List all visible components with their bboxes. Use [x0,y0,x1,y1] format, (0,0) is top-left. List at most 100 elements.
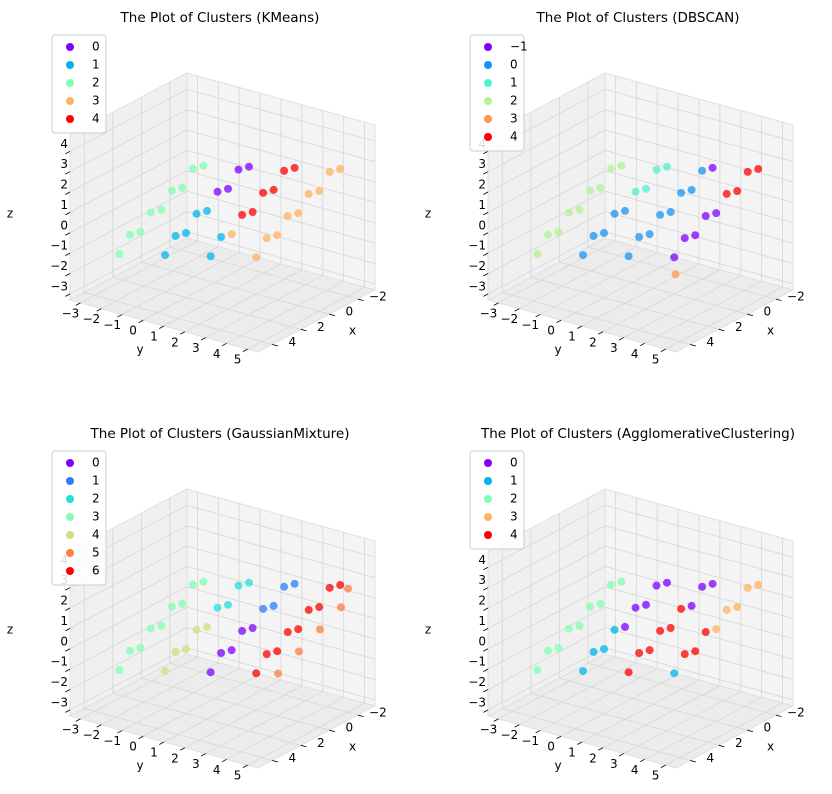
z-tick-label: 1 [478,198,486,212]
point [554,643,563,652]
point [259,604,268,613]
point [606,164,615,173]
y-tick-label: −1 [103,734,121,748]
y-tick-label: −3 [62,306,80,320]
tick-mark [660,348,666,352]
grid-line [69,88,188,152]
legend-label: 6 [92,564,100,578]
y-tick-label: 5 [234,353,242,367]
y-tick-label: 0 [129,324,137,338]
z-tick-label: 4 [60,137,68,151]
grid-line [498,656,616,720]
tick-mark [65,709,71,713]
grid-line [487,190,606,254]
point [199,161,208,170]
grid-line [487,586,606,650]
point [269,601,278,610]
point [575,205,584,214]
chart-title: The Plot of Clusters (DBSCAN) [536,10,740,26]
point [743,167,752,176]
tick-mark [242,764,248,768]
y-axis-label: y [136,343,143,357]
z-tick-label: 0 [60,218,68,232]
point [579,251,588,260]
point [677,604,686,613]
legend-label: 4 [92,112,100,126]
grid-line [69,566,188,629]
point [733,187,742,196]
grid-line [519,246,637,310]
tick-mark [138,319,144,324]
point [252,253,261,262]
z-tick-label: −1 [50,655,68,669]
point [146,208,155,217]
tick-mark [65,587,71,591]
point [666,624,675,633]
grid-line [604,170,794,224]
point [161,251,170,260]
tick-mark [483,648,489,652]
legend-marker [484,79,492,87]
point [596,183,605,192]
point [273,669,282,678]
point [283,628,292,637]
tick-mark [65,171,71,175]
point [269,185,278,194]
x-tick-label: 4 [706,335,714,349]
grid-line [69,545,188,609]
x-axis-label: x [767,324,774,338]
grid-line [69,586,188,650]
grid-line [186,170,376,224]
x-tick-label: 4 [288,751,296,765]
point [662,578,671,587]
z-tick-label: −2 [50,259,68,273]
point [533,665,542,674]
point [722,605,731,614]
point [234,165,243,174]
grid-line [101,246,219,310]
chart-title: The Plot of Clusters (KMeans) [120,10,320,26]
legend-marker [66,567,74,575]
point [115,249,124,258]
y-tick-label: 4 [213,763,221,777]
point [273,647,282,656]
point [712,209,721,218]
point [188,580,197,589]
grid-line [560,257,679,321]
point [294,647,303,656]
point [585,186,594,195]
grid-line [186,190,376,244]
grid-line [69,647,188,711]
tick-mark [483,150,489,155]
point [680,234,689,243]
point [564,624,573,633]
point [579,667,588,676]
point [283,212,292,221]
point [227,230,236,239]
point [244,162,253,171]
y-tick-label: 2 [171,335,179,349]
point [192,209,201,218]
point [136,227,145,236]
subplot: The Plot of Clusters (GaussianMixture) −2… [7,426,387,783]
point [631,603,640,612]
grid-line [604,606,794,660]
y-tick-label: 4 [213,347,221,361]
y-tick-label: 1 [150,746,158,760]
tick-mark [65,212,71,216]
tick-mark [618,753,624,757]
tick-mark [272,344,279,347]
grid-line [623,691,741,754]
tick-mark [747,729,754,733]
point [652,165,661,174]
tick-mark [242,348,248,352]
tick-mark [483,628,489,632]
y-tick-label: −3 [480,306,498,320]
z-tick-label: 1 [478,614,486,628]
point [178,599,187,608]
legend-label: 0 [92,40,100,54]
z-tick-label: 3 [478,157,486,171]
point [631,187,640,196]
x-tick-label: −2 [369,706,387,720]
tick-mark [493,302,499,306]
